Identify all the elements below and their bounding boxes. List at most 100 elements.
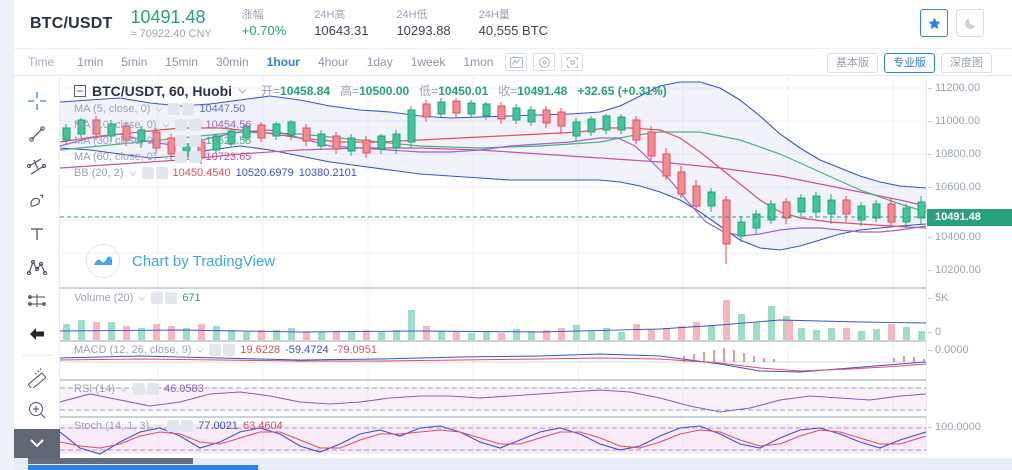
macd-signal-line: [60, 357, 926, 372]
close-label: 收=: [498, 84, 518, 98]
gear-icon[interactable]: [174, 151, 187, 163]
chevron-down-icon[interactable]: [120, 387, 128, 392]
chevron-down-icon[interactable]: [238, 88, 247, 94]
chevron-down-icon[interactable]: [162, 123, 170, 128]
indicator-ma30-name: MA (30, close, 0): [74, 135, 157, 147]
close-icon[interactable]: [155, 167, 168, 179]
y-label-0: 11200.00: [927, 82, 981, 94]
view-basic-button[interactable]: 基本版: [827, 53, 878, 73]
pitchfork-tool[interactable]: [20, 184, 54, 217]
panel-rsi-name: RSI (14): [74, 383, 115, 395]
gear-icon[interactable]: [167, 420, 180, 432]
tf-1week[interactable]: 1week: [410, 55, 446, 69]
minus-box-icon[interactable]: [74, 84, 86, 97]
indicator-ma10-controls[interactable]: [174, 119, 201, 131]
gear-icon[interactable]: [151, 292, 164, 304]
zoom-in-icon: [28, 401, 45, 419]
chart-scrollbar-track[interactable]: [14, 458, 1012, 464]
panel-volume-name: Volume (20): [74, 292, 134, 304]
indicator-ma5-value: 10447.50: [199, 103, 246, 115]
chevron-down-icon: [29, 439, 44, 448]
gear-icon[interactable]: [209, 344, 222, 356]
trend-line-tool[interactable]: [20, 117, 54, 150]
close-icon[interactable]: [182, 103, 195, 115]
chevron-down-icon[interactable]: [155, 107, 163, 112]
position-tool[interactable]: [20, 284, 54, 317]
close-icon[interactable]: [181, 420, 194, 432]
change-value: +32.65 (+0.31%): [577, 84, 667, 98]
page-scrollbar-thumb[interactable]: [28, 465, 258, 470]
panel-volume-controls[interactable]: [151, 292, 178, 304]
close-icon[interactable]: [188, 119, 201, 131]
tf-1hour[interactable]: 1hour: [266, 55, 300, 69]
panel-macd-controls[interactable]: [209, 344, 236, 356]
chevron-down-icon[interactable]: [162, 155, 170, 160]
symbol-name: BTC/USDT: [30, 15, 113, 32]
indicator-ma30: MA (30, close, 0) 10523.55: [74, 135, 667, 147]
close-icon[interactable]: [165, 292, 178, 304]
page-scrollbar-track[interactable]: [14, 465, 1012, 470]
moon-icon: [964, 18, 975, 29]
close-icon[interactable]: [188, 135, 201, 147]
stat-change-value: +0.70%: [241, 22, 287, 38]
parallel-channel-tool[interactable]: [20, 151, 54, 184]
gear-icon[interactable]: [141, 167, 154, 179]
chevron-down-icon[interactable]: [162, 139, 170, 144]
settings-button[interactable]: [533, 53, 556, 71]
gear-icon[interactable]: [168, 103, 181, 115]
gear-icon[interactable]: [174, 135, 187, 147]
theme-toggle-button[interactable]: [956, 9, 984, 37]
tf-5min[interactable]: 5min: [121, 55, 148, 69]
tf-4hour[interactable]: 4hour: [317, 55, 349, 69]
chart-plot[interactable]: BTC/USDT, 60, Huobi 开=10458.84 高=10500.0…: [60, 76, 1012, 458]
fullscreen-button[interactable]: [561, 53, 584, 71]
drawing-toolbar: [13, 76, 60, 459]
indicator-ma30-controls[interactable]: [174, 135, 201, 147]
indicator-bb-name: BB (20, 2): [74, 167, 124, 179]
y-label-1: 11000.00: [927, 115, 981, 127]
arrow-left-tool[interactable]: [20, 318, 54, 351]
elliott-wave-tool[interactable]: [20, 251, 54, 284]
y-label-2: 10800.00: [928, 148, 981, 160]
chevron-down-icon[interactable]: [129, 171, 137, 176]
indicator-bb: BB (20, 2) 10450.4540 10520.6979 10380.2…: [74, 167, 667, 179]
chevron-down-icon[interactable]: [154, 424, 162, 429]
position-icon: [27, 293, 46, 307]
view-pro-button[interactable]: 专业版: [884, 53, 935, 73]
ruler-tool[interactable]: [20, 360, 54, 393]
chart-scrollbar-thumb[interactable]: [28, 458, 193, 464]
tf-1day[interactable]: 1day: [366, 55, 393, 69]
panel-rsi-controls[interactable]: [132, 383, 159, 395]
indicator-bb-controls[interactable]: [141, 167, 168, 179]
settings-icon: [539, 56, 550, 68]
indicator-ma60-controls[interactable]: [174, 151, 201, 163]
fullscreen-icon: [567, 56, 578, 68]
close-icon[interactable]: [188, 151, 201, 163]
price-axis[interactable]: 11200.00 11000.00 10800.00 10600.00 1049…: [926, 76, 1012, 458]
collapse-toolbar-button[interactable]: [13, 428, 60, 459]
text-tool[interactable]: [20, 217, 54, 250]
indicator-ma5-controls[interactable]: [168, 103, 195, 115]
macd-zero-label: 0.0000: [928, 344, 969, 356]
crosshair-tool[interactable]: [20, 84, 54, 117]
chevron-down-icon[interactable]: [138, 296, 146, 301]
tf-15min[interactable]: 15min: [165, 55, 198, 69]
close-icon[interactable]: [223, 344, 236, 356]
panel-stoch-controls[interactable]: [167, 420, 194, 432]
tf-1mon[interactable]: 1mon: [463, 55, 494, 69]
zoom-in-tool[interactable]: [20, 393, 54, 426]
macd-series: [60, 348, 926, 373]
tf-1min[interactable]: 1min: [77, 55, 104, 69]
favorite-button[interactable]: [920, 9, 948, 37]
panel-stoch-value-2: 63.4604: [242, 420, 283, 432]
gear-icon[interactable]: [174, 119, 187, 131]
gear-icon[interactable]: [132, 383, 145, 395]
panel-stoch-value-1: 77.0021: [198, 420, 238, 432]
ohlc-row: 开=10458.84 高=10500.00 低=10450.01 收=10491…: [261, 82, 667, 99]
chevron-down-icon[interactable]: [196, 348, 204, 353]
tf-30min[interactable]: 30min: [215, 55, 249, 69]
indicator-button[interactable]: [505, 53, 528, 71]
close-icon[interactable]: [146, 383, 159, 395]
view-depth-button[interactable]: 深度图: [941, 53, 992, 73]
